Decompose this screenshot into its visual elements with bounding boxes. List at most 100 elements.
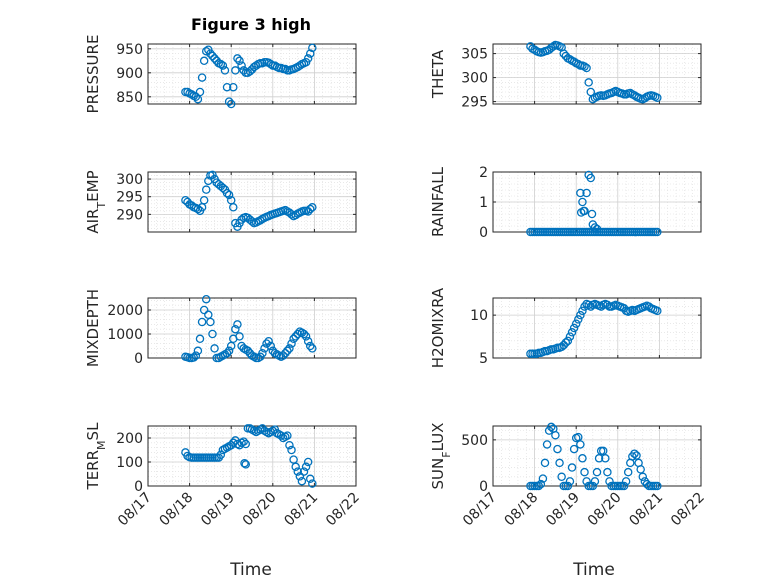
data-series <box>526 299 662 358</box>
y-tick-label: 0 <box>134 479 143 495</box>
y-tick-label: 5 <box>479 351 488 367</box>
data-point <box>638 472 648 482</box>
data-point <box>308 479 317 488</box>
data-point <box>233 54 242 63</box>
y-tick-label: 0 <box>479 479 488 495</box>
data-point <box>258 348 267 358</box>
data-point <box>308 203 317 212</box>
data-series <box>526 422 662 491</box>
data-point <box>565 55 575 64</box>
data-point <box>557 472 566 482</box>
data-point <box>540 458 550 468</box>
data-point <box>224 97 234 106</box>
data-point <box>580 467 589 477</box>
plot-area <box>493 44 701 104</box>
data-point <box>632 451 641 460</box>
data-point <box>226 99 236 109</box>
y-tick-label: 290 <box>116 207 143 223</box>
data-point <box>224 190 234 200</box>
data-point <box>237 61 246 70</box>
y-axis-label-text: SUN <box>429 458 447 490</box>
y-axis-label-tail: SL <box>84 422 102 441</box>
data-point <box>559 49 568 58</box>
data-point <box>567 463 577 472</box>
y-axis-label-tail: EMP <box>84 170 102 201</box>
data-series <box>526 40 662 104</box>
data-point <box>287 339 296 348</box>
y-axis-label: MIXDEPTH <box>84 289 102 367</box>
data-point <box>216 59 226 69</box>
data-point <box>580 62 589 71</box>
data-point <box>580 206 589 216</box>
data-point <box>199 195 209 205</box>
data-point <box>218 61 228 70</box>
x-axis-label-right: Time <box>572 560 615 580</box>
subplot-rainfall: 0 1 2 RAINFALL <box>429 165 702 241</box>
data-point <box>584 78 593 87</box>
data-point <box>592 467 602 477</box>
y-tick-label: 900 <box>116 66 143 82</box>
axes-frame <box>147 43 357 105</box>
data-point <box>226 440 236 450</box>
data-point <box>308 43 317 53</box>
y-axis-label: TERRMSL <box>84 422 108 491</box>
data-point <box>283 346 292 356</box>
data-series <box>526 170 662 237</box>
data-point <box>569 323 579 333</box>
y-tick-label: 1 <box>479 195 488 211</box>
data-point <box>222 82 232 92</box>
data-point <box>601 454 610 463</box>
data-point <box>582 63 591 73</box>
data-point <box>574 315 583 324</box>
data-point <box>578 306 587 316</box>
y-tick-label: 295 <box>461 95 488 111</box>
data-point <box>619 481 629 491</box>
data-point <box>644 302 654 311</box>
data-point <box>191 92 201 102</box>
y-tick-label: 295 <box>116 190 143 206</box>
subplot-mixdepth: 0 1000 2000 MIXDEPTH <box>84 289 357 367</box>
data-point <box>598 446 608 456</box>
data-point <box>193 346 203 356</box>
data-point <box>303 336 313 346</box>
data-point <box>636 465 645 474</box>
data-point <box>561 338 571 347</box>
y-axis-label-tail: LUX <box>429 423 447 452</box>
y-axis-label: PRESSURE <box>84 35 102 114</box>
data-point <box>576 440 585 449</box>
axes-frame <box>492 43 702 105</box>
y-tick-label: 850 <box>116 90 143 106</box>
data-point <box>206 317 215 327</box>
data-point <box>189 353 199 362</box>
data-point <box>208 51 217 61</box>
data-point <box>563 336 573 346</box>
data-point <box>195 334 205 344</box>
data-point <box>210 344 219 353</box>
data-point <box>555 458 564 468</box>
data-point <box>289 334 298 344</box>
plot-area <box>148 426 356 486</box>
data-point <box>551 430 560 440</box>
data-point <box>285 440 294 450</box>
y-axis-label-subscript: M <box>95 440 108 450</box>
data-point <box>303 457 313 467</box>
data-point <box>553 444 562 454</box>
data-point <box>587 209 597 219</box>
data-point <box>291 210 300 220</box>
data-point <box>305 474 315 484</box>
data-point <box>603 467 612 477</box>
data-point <box>565 477 575 486</box>
data-point <box>235 332 244 341</box>
data-point <box>630 449 639 458</box>
data-point <box>199 56 209 66</box>
data-point <box>536 479 546 489</box>
data-point <box>201 294 211 304</box>
data-point <box>588 94 598 104</box>
y-tick-label: 300 <box>116 172 143 188</box>
data-point <box>605 477 614 486</box>
data-point <box>231 66 240 75</box>
data-point <box>285 344 294 353</box>
data-point <box>247 217 257 226</box>
data-point <box>582 188 591 198</box>
